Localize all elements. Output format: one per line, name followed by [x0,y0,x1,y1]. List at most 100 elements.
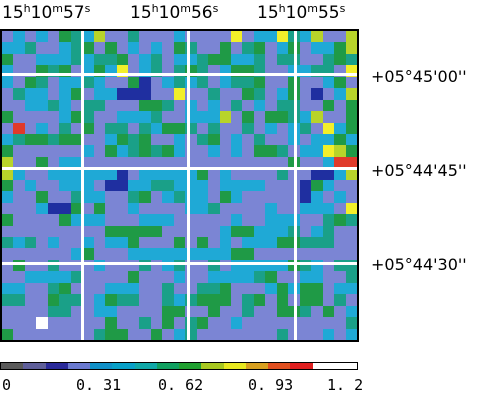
map-pixel [139,179,152,192]
map-pixel [139,145,152,158]
map-pixel [2,271,15,284]
map-pixel [345,122,357,135]
map-pixel [265,156,278,169]
colorbar-swatch [134,363,157,369]
map-pixel [105,271,118,284]
map-pixel [116,328,129,340]
map-pixel [59,76,72,89]
map-pixel [139,237,152,250]
map-pixel [13,88,26,101]
dec-label-2: +05°44'45'' [371,161,467,180]
map-pixel [13,31,26,44]
map-pixel [311,191,324,204]
map-pixel [139,42,152,55]
map-pixel [311,134,324,147]
map-pixel [345,134,357,147]
map-pixel [93,156,106,169]
map-pixel [2,237,15,250]
ra-label-2: 15h10m56s [130,2,218,23]
map-pixel [276,134,289,147]
map-pixel [93,328,106,340]
map-pixel [162,134,175,147]
map-pixel [13,76,26,89]
map-pixel [253,134,266,147]
map-pixel [173,317,186,330]
map-pixel [116,237,129,250]
map-pixel [47,248,60,261]
map-pixel [127,271,140,284]
map-pixel [334,214,347,227]
map-pixel [2,248,15,261]
map-pixel [345,42,357,55]
ra-minutes: 10 [158,3,181,23]
ra-gridline [81,31,84,340]
map-pixel [59,237,72,250]
map-pixel [150,237,163,250]
map-pixel [116,214,129,227]
map-pixel [345,53,357,66]
map-pixel [173,99,186,112]
map-pixel [47,282,60,295]
map-pixel [231,202,244,215]
map-pixel [116,53,129,66]
map-pixel [59,317,72,330]
ra-hours: 15 [130,3,152,23]
map-pixel [242,111,255,124]
map-pixel [24,294,37,307]
map-pixel [242,53,255,66]
map-pixel [139,53,152,66]
map-pixel [311,317,324,330]
map-pixel [299,248,312,261]
map-pixel [116,145,129,158]
map-pixel [196,225,209,238]
map-pixel [59,168,72,181]
map-pixel [208,317,221,330]
map-pixel [311,111,324,124]
map-pixel [105,317,118,330]
map-pixel [116,225,129,238]
map-pixel [311,99,324,112]
map-pixel [105,134,118,147]
map-pixel [334,145,347,158]
colorbar-swatch [179,363,202,369]
map-pixel [82,214,95,227]
map-pixel [265,134,278,147]
map-pixel [116,294,129,307]
colorbar-swatch [1,363,24,369]
map-pixel [173,111,186,124]
map-pixel [36,305,49,318]
map-pixel [219,191,232,204]
map-pixel [150,225,163,238]
map-pixel [24,168,37,181]
map-pixel [173,76,186,89]
map-pixel [231,156,244,169]
map-pixel [116,202,129,215]
map-pixel [231,168,244,181]
map-pixel [322,42,335,55]
map-pixel [36,88,49,101]
map-pixel [105,31,118,44]
map-pixel [276,111,289,124]
map-pixel [265,294,278,307]
map-pixel [162,202,175,215]
map-pixel [139,282,152,295]
map-pixel [150,88,163,101]
map-pixel [299,145,312,158]
map-pixel [299,294,312,307]
map-pixel [36,122,49,135]
map-pixel [299,122,312,135]
map-pixel [173,237,186,250]
map-pixel [116,248,129,261]
map-pixel [173,179,186,192]
map-pixel [196,191,209,204]
map-pixel [47,294,60,307]
map-pixel [2,111,15,124]
map-pixel [311,156,324,169]
map-pixel [139,294,152,307]
map-pixel [93,294,106,307]
map-pixel [24,237,37,250]
map-pixel [2,145,15,158]
map-pixel [127,145,140,158]
map-pixel [2,294,15,307]
map-pixel [253,111,266,124]
